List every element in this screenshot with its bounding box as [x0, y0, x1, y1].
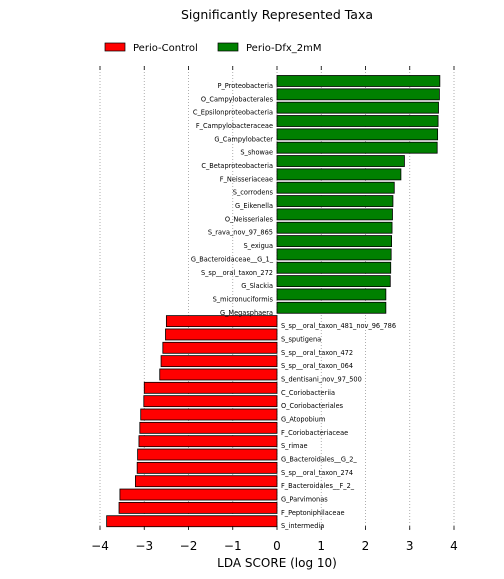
x-tick-label: −4	[91, 539, 109, 553]
taxon-label: G_Eikenella	[235, 202, 273, 210]
lda-bar	[276, 168, 402, 181]
legend-swatch-control	[104, 42, 126, 52]
lda-bar	[276, 221, 393, 234]
taxon-label: G_Atopobium	[281, 416, 325, 424]
x-tick-label: −2	[180, 539, 198, 553]
taxon-label: F_Bacteroidales__F_2_	[281, 482, 355, 490]
lda-bar	[276, 88, 440, 101]
lda-bar	[276, 261, 392, 274]
lda-bar	[276, 288, 387, 301]
lda-bar	[119, 488, 278, 501]
taxon-label: P_Proteobacteria	[218, 82, 274, 90]
taxon-label: G_Campylobacter	[214, 135, 273, 143]
taxon-label: S_sp__oral_taxon_472	[281, 349, 353, 357]
taxon-label: S_rava_nov_97_865	[208, 229, 273, 237]
x-tick-label: 3	[406, 539, 414, 553]
taxon-label: G_Bacteroidales__G_2_	[281, 456, 357, 464]
lda-bar	[276, 235, 393, 247]
legend: Perio-Control Perio-Dfx_2mM	[104, 42, 322, 54]
bars-layer	[106, 75, 441, 528]
taxon-label: S_sp__oral_taxon_272	[201, 269, 273, 277]
lda-bar	[140, 408, 278, 421]
chart-title: Significantly Represented Taxa	[181, 7, 373, 22]
legend-label-treatment: Perio-Dfx_2mM	[246, 43, 322, 54]
taxon-label: O_Campylobacterales	[201, 95, 274, 103]
lda-bar	[276, 115, 439, 127]
lda-bar	[134, 475, 278, 488]
lda-bar	[138, 435, 278, 448]
taxon-label: O_Neisseriales	[225, 215, 274, 223]
lda-bar	[276, 75, 441, 87]
taxon-label: S_dentisani_nov_97_500	[281, 375, 362, 383]
taxon-label: S_intermedia	[281, 522, 324, 530]
lda-bar	[276, 301, 387, 314]
lda-bar	[276, 275, 391, 288]
taxon-labels-layer: P_Proteobacteria O_Campylobacterales C_Eps…	[191, 82, 396, 530]
x-tick-label: −3	[135, 539, 153, 553]
taxon-label: S_sp__oral_taxon_274	[281, 469, 353, 477]
lda-bar	[162, 341, 278, 354]
taxon-label: F_Neisseriaceae	[220, 175, 273, 183]
taxon-label: F_Campylobacteraceae	[196, 122, 273, 130]
taxon-label: S_sputigena	[281, 335, 321, 343]
taxon-label: C_Betaproteobacteria	[201, 162, 273, 170]
x-tick-label: −1	[224, 539, 242, 553]
taxon-label: C_Epsilonproteobacteria	[193, 109, 273, 117]
taxon-label: S_showae	[240, 149, 273, 157]
taxon-label: F_Peptoniphilaceae	[281, 509, 345, 517]
taxon-label: G_Megasphaera	[220, 309, 273, 317]
taxon-label: S_sp__oral_taxon_064	[281, 362, 353, 370]
lda-bar	[118, 501, 278, 514]
taxon-label: S_corrodens	[233, 189, 274, 197]
lda-bar	[159, 368, 278, 381]
legend-label-control: Perio-Control	[133, 43, 198, 54]
taxon-label: G_Slackia	[241, 282, 273, 290]
lda-bar	[276, 141, 438, 154]
taxon-label: O_Coriobacteriales	[281, 402, 344, 410]
x-tick-label: 4	[450, 539, 458, 553]
taxon-label: S_sp__oral_taxon_481_nov_96_786	[281, 322, 396, 330]
x-tick-label: 1	[317, 539, 325, 553]
lda-bar	[143, 395, 278, 408]
lda-bar	[276, 128, 439, 141]
x-axis: −4 −3 −2 −1 0 1 2 3 4	[91, 66, 458, 553]
taxon-label: G_Bacteroidaceae__G_1_	[191, 255, 274, 263]
lda-bar	[276, 181, 395, 194]
taxon-label: S_rimae	[281, 442, 308, 450]
x-tick-label: 0	[273, 539, 281, 553]
taxon-label: F_Coriobacteriaceae	[281, 429, 348, 437]
legend-swatch-treatment	[217, 42, 239, 52]
lda-bar	[276, 155, 405, 167]
taxon-label: C_Coriobacteriia	[281, 389, 335, 397]
lda-bar	[165, 328, 278, 341]
lda-bar	[143, 381, 278, 394]
lda-bar	[276, 101, 439, 114]
lda-bar	[276, 208, 393, 221]
taxon-label: G_Parvimonas	[281, 496, 328, 504]
x-axis-label: LDA SCORE (log 10)	[217, 556, 337, 570]
taxon-label: S_micronuciformis	[213, 295, 274, 303]
lda-bar	[136, 461, 278, 474]
x-tick-label: 2	[362, 539, 370, 553]
lda-bar	[276, 195, 394, 207]
lda-bar	[276, 248, 392, 261]
lda-bar	[160, 355, 278, 368]
lda-bar	[137, 448, 278, 461]
lda-bar	[139, 421, 278, 434]
lda-bar	[165, 315, 278, 328]
lda-bar	[106, 515, 278, 528]
taxon-label: S_exigua	[243, 242, 273, 250]
